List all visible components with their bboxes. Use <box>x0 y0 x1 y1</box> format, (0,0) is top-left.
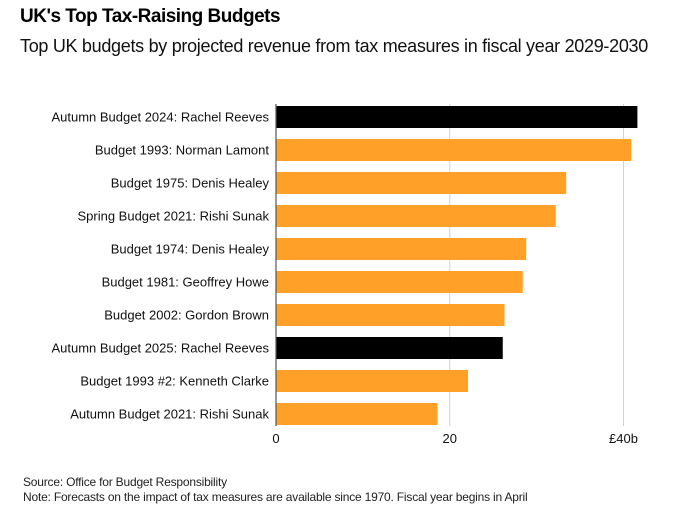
bar <box>276 403 438 425</box>
category-label: Autumn Budget 2021: Rishi Sunak <box>70 407 269 422</box>
category-label: Budget 1993: Norman Lamont <box>95 143 270 158</box>
category-labels: Autumn Budget 2024: Rachel Reeves Budget … <box>51 110 269 422</box>
category-label: Budget 1974: Denis Healey <box>111 242 270 257</box>
bar <box>276 304 505 326</box>
category-label: Autumn Budget 2025: Rachel Reeves <box>51 341 269 356</box>
category-label: Budget 2002: Gordon Brown <box>104 308 269 323</box>
bar <box>276 205 556 227</box>
source-note: Source: Office for Budget Responsibility <box>23 475 227 489</box>
bar <box>276 139 632 161</box>
x-tick-label: 20 <box>443 431 457 446</box>
bar <box>276 238 527 260</box>
x-tick-label: 0 <box>272 431 279 446</box>
category-label: Budget 1993 #2: Kenneth Clarke <box>80 374 269 389</box>
category-label: Spring Budget 2021: Rishi Sunak <box>77 209 269 224</box>
bar <box>276 370 468 392</box>
bar <box>276 172 567 194</box>
x-tick-label: £40b <box>609 431 638 446</box>
bar <box>276 106 638 128</box>
footnote: Note: Forecasts on the impact of tax mea… <box>23 490 528 504</box>
chart-title: UK's Top Tax-Raising Budgets <box>20 6 281 27</box>
category-label: Autumn Budget 2024: Rachel Reeves <box>51 110 269 125</box>
chart-subtitle: Top UK budgets by projected revenue from… <box>20 36 648 56</box>
category-label: Budget 1981: Geoffrey Howe <box>102 275 269 290</box>
bar <box>276 337 503 359</box>
x-tick-labels: 0 20 £40b <box>272 431 638 446</box>
bars <box>276 106 638 425</box>
bar <box>276 271 523 293</box>
category-label: Budget 1975: Denis Healey <box>111 176 270 191</box>
footer: Source: Office for Budget Responsibility… <box>23 475 528 505</box>
